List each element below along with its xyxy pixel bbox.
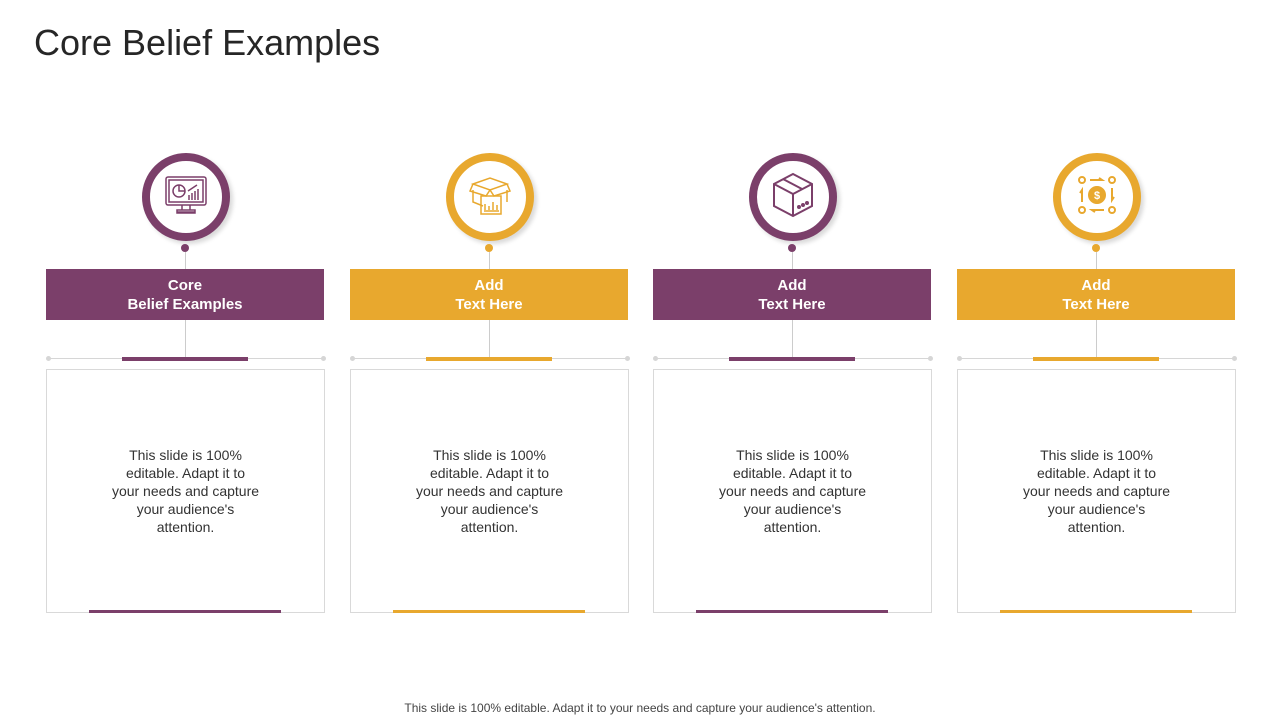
page-title: Core Belief Examples bbox=[34, 22, 381, 63]
footer-note: This slide is 100% editable. Adapt it to… bbox=[404, 701, 876, 715]
package-box-icon bbox=[768, 170, 818, 225]
heading-line-1: Add bbox=[777, 276, 807, 294]
body-text: This slide is 100% editable. Adapt it to… bbox=[111, 447, 260, 535]
divider-dot bbox=[1232, 356, 1237, 361]
text-box: This slide is 100% editable. Adapt it to… bbox=[957, 369, 1236, 613]
heading-line-2: Text Here bbox=[1062, 295, 1130, 313]
heading-line-1: Add bbox=[474, 276, 504, 294]
divider-dot bbox=[625, 356, 630, 361]
column-heading: Add Text Here bbox=[957, 269, 1235, 320]
accent-bar bbox=[426, 357, 552, 361]
divider-dot bbox=[928, 356, 933, 361]
divider-dot bbox=[321, 356, 326, 361]
column-heading: Add Text Here bbox=[653, 269, 931, 320]
connector-line bbox=[1096, 252, 1097, 269]
svg-text:$: $ bbox=[1094, 190, 1100, 202]
connector-dot bbox=[181, 244, 189, 252]
column-card: Core Belief Examples This slide is 100% e… bbox=[46, 0, 326, 720]
connector-dot bbox=[788, 244, 796, 252]
bottom-accent-bar bbox=[696, 610, 888, 613]
connector-line bbox=[1096, 320, 1097, 358]
accent-bar bbox=[729, 357, 855, 361]
heading-line-2: Text Here bbox=[758, 295, 826, 313]
connector-line bbox=[489, 320, 490, 358]
column-heading: Add Text Here bbox=[350, 269, 628, 320]
connector-line bbox=[489, 252, 490, 269]
connector-dot bbox=[485, 244, 493, 252]
column-card: Add Text Here This slide is 100% editable… bbox=[350, 0, 630, 720]
monitor-chart-icon bbox=[163, 172, 209, 223]
connector-dot bbox=[1092, 244, 1100, 252]
connector-line bbox=[792, 252, 793, 269]
divider-dot bbox=[46, 356, 51, 361]
accent-bar bbox=[1033, 357, 1159, 361]
icon-circle: $ bbox=[1053, 153, 1141, 241]
box-chart-icon bbox=[467, 172, 513, 223]
heading-line-2: Text Here bbox=[455, 295, 523, 313]
text-box: This slide is 100% editable. Adapt it to… bbox=[46, 369, 325, 613]
column-card: $ Add Text Here This slide is 100% editab… bbox=[957, 0, 1237, 720]
column-card: Add Text Here This slide is 100% editable… bbox=[653, 0, 933, 720]
bottom-accent-bar bbox=[1000, 610, 1192, 613]
bottom-accent-bar bbox=[89, 610, 281, 613]
body-text: This slide is 100% editable. Adapt it to… bbox=[718, 447, 867, 535]
icon-circle bbox=[142, 153, 230, 241]
text-box: This slide is 100% editable. Adapt it to… bbox=[653, 369, 932, 613]
bottom-accent-bar bbox=[393, 610, 585, 613]
divider-dot bbox=[350, 356, 355, 361]
icon-circle bbox=[749, 153, 837, 241]
heading-line-1: Core bbox=[167, 276, 203, 294]
divider-dot bbox=[957, 356, 962, 361]
divider-dot bbox=[653, 356, 658, 361]
heading-line-2: Belief Examples bbox=[127, 295, 243, 313]
body-text: This slide is 100% editable. Adapt it to… bbox=[1022, 447, 1171, 535]
heading-line-1: Add bbox=[1081, 276, 1111, 294]
connector-line bbox=[185, 320, 186, 358]
connector-line bbox=[792, 320, 793, 358]
accent-bar bbox=[122, 357, 248, 361]
body-text: This slide is 100% editable. Adapt it to… bbox=[415, 447, 564, 535]
money-cycle-icon: $ bbox=[1074, 172, 1120, 223]
column-heading: Core Belief Examples bbox=[46, 269, 324, 320]
text-box: This slide is 100% editable. Adapt it to… bbox=[350, 369, 629, 613]
icon-circle bbox=[446, 153, 534, 241]
connector-line bbox=[185, 252, 186, 269]
